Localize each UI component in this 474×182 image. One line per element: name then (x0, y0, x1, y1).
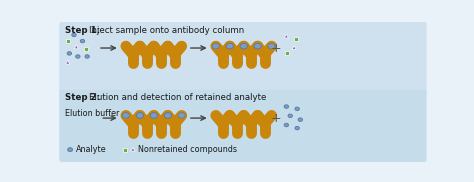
Ellipse shape (212, 43, 219, 49)
Polygon shape (131, 147, 135, 151)
Ellipse shape (164, 113, 172, 118)
Ellipse shape (150, 113, 157, 118)
Ellipse shape (122, 113, 129, 118)
Ellipse shape (268, 43, 275, 49)
Text: Step 1:: Step 1: (64, 26, 103, 35)
FancyBboxPatch shape (59, 90, 427, 162)
Text: +: + (270, 112, 281, 125)
Text: +: + (270, 41, 281, 55)
Ellipse shape (240, 43, 247, 49)
Text: Analyte: Analyte (76, 145, 107, 154)
Bar (84, 47, 88, 51)
Ellipse shape (67, 52, 72, 55)
Ellipse shape (298, 118, 302, 121)
Bar (294, 37, 298, 41)
Polygon shape (74, 45, 78, 49)
Ellipse shape (80, 39, 85, 43)
Ellipse shape (150, 113, 157, 118)
Ellipse shape (136, 113, 144, 118)
Text: Elution buffer: Elution buffer (64, 109, 119, 118)
Ellipse shape (295, 126, 300, 130)
Ellipse shape (254, 43, 261, 49)
Ellipse shape (68, 148, 73, 152)
Ellipse shape (254, 43, 261, 49)
Ellipse shape (288, 114, 292, 118)
Polygon shape (284, 34, 289, 38)
Ellipse shape (284, 105, 289, 108)
Text: Inject sample onto antibody column: Inject sample onto antibody column (90, 26, 245, 35)
Polygon shape (65, 60, 70, 64)
Ellipse shape (284, 123, 289, 127)
Ellipse shape (295, 107, 300, 111)
Text: Step 2:: Step 2: (64, 93, 103, 102)
Bar (66, 39, 70, 43)
Ellipse shape (226, 43, 233, 49)
Ellipse shape (137, 113, 144, 118)
Text: Elution and detection of retained analyte: Elution and detection of retained analyt… (90, 93, 267, 102)
Bar (123, 148, 127, 152)
Ellipse shape (72, 33, 76, 37)
Ellipse shape (76, 55, 80, 58)
Ellipse shape (85, 55, 90, 58)
Ellipse shape (178, 113, 185, 118)
Ellipse shape (240, 43, 247, 49)
Text: Nonretained compounds: Nonretained compounds (138, 145, 237, 154)
Bar (285, 51, 289, 55)
FancyBboxPatch shape (59, 22, 427, 93)
Ellipse shape (164, 113, 171, 118)
Ellipse shape (226, 43, 233, 49)
Polygon shape (292, 46, 296, 50)
